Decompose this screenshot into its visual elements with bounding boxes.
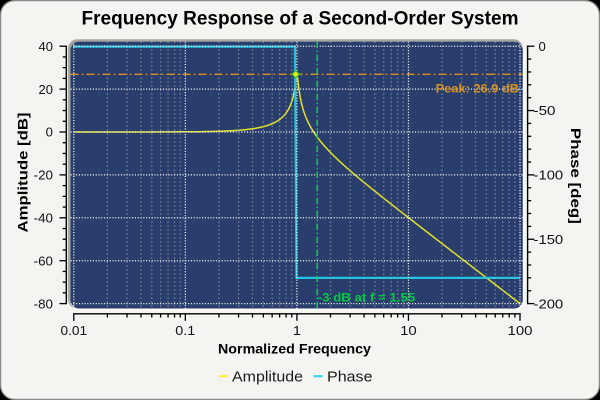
svg-text:100: 100 [508, 323, 533, 338]
svg-text:-100: -100 [534, 168, 564, 183]
svg-text:0: 0 [539, 39, 546, 54]
svg-text:-200: -200 [534, 296, 564, 311]
svg-text:1: 1 [293, 323, 301, 338]
svg-text:0: 0 [46, 125, 53, 140]
svg-text:Amplitude [dB]: Amplitude [dB] [15, 113, 31, 233]
svg-text:-150: -150 [534, 232, 564, 247]
svg-text:Phase [deg]: Phase [deg] [568, 128, 584, 224]
svg-text:-3 dB at f = 1.55: -3 dB at f = 1.55 [318, 292, 416, 304]
svg-text:-80: -80 [34, 296, 53, 311]
svg-text:Peak: 26.9 dB: Peak: 26.9 dB [436, 83, 519, 95]
svg-text:0.01: 0.01 [61, 323, 88, 338]
svg-text:Normalized Frequency: Normalized Frequency [218, 340, 371, 356]
svg-text:-20: -20 [34, 168, 53, 183]
svg-text:10: 10 [400, 323, 417, 338]
svg-text:-50: -50 [534, 103, 556, 118]
svg-text:Phase: Phase [327, 369, 373, 385]
svg-text:40: 40 [39, 39, 54, 54]
svg-text:-60: -60 [34, 253, 53, 268]
svg-text:20: 20 [39, 82, 54, 97]
svg-text:Frequency Response of a Second: Frequency Response of a Second-Order Sys… [82, 8, 519, 29]
svg-text:Amplitude: Amplitude [232, 369, 303, 385]
svg-text:0.1: 0.1 [175, 323, 195, 338]
svg-text:-40: -40 [34, 211, 53, 226]
